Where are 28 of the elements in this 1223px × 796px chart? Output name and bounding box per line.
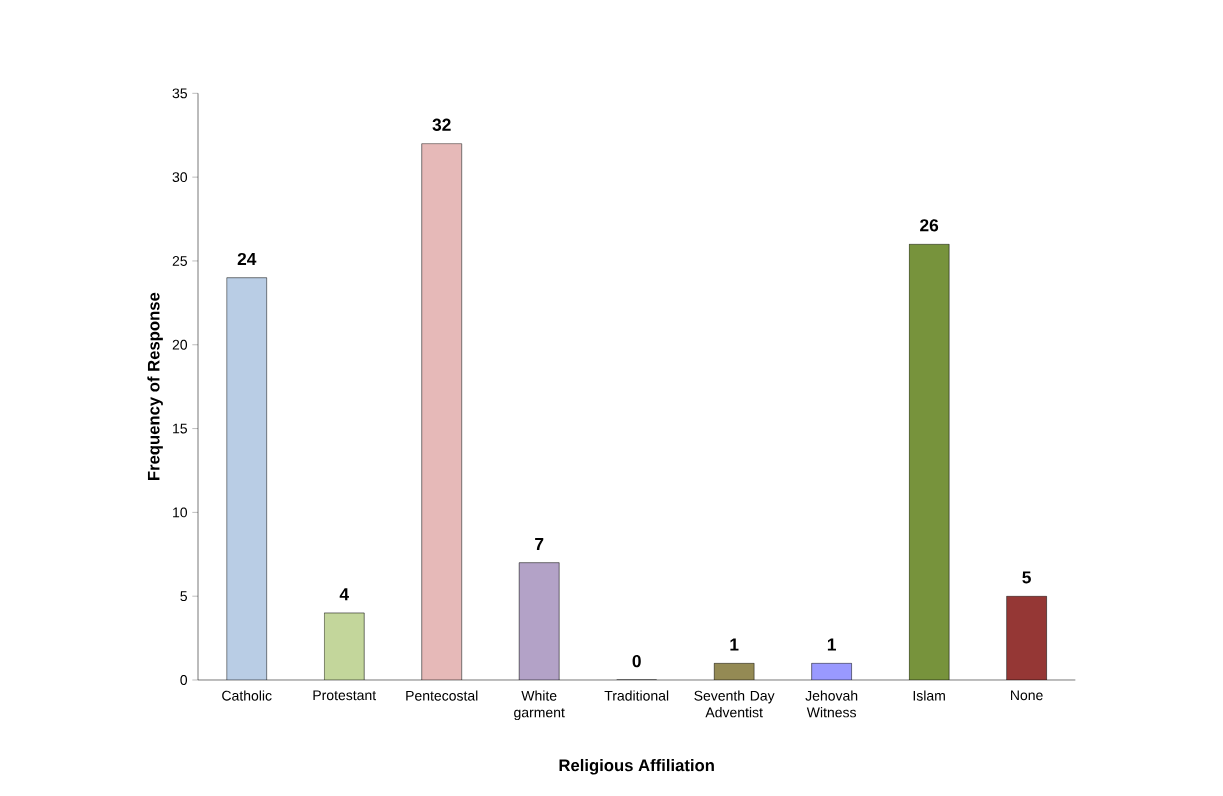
y-tick-label: 30 [172, 172, 188, 183]
x-tick-label: White garment [514, 690, 565, 721]
data-label: 1 [730, 638, 739, 651]
data-label: 32 [432, 118, 451, 131]
x-tick-label: Traditional [604, 690, 669, 701]
y-tick-label: 0 [180, 675, 188, 685]
y-tick-label: 20 [172, 339, 188, 350]
y-tick-label: 5 [180, 591, 188, 602]
x-tick-label: Seventh Day Adventist [694, 690, 775, 718]
x-tick-label: Protestant [313, 690, 377, 701]
data-label: 0 [632, 655, 641, 668]
x-tick-label: Pentecostal [406, 690, 478, 701]
data-label: 24 [237, 252, 257, 265]
data-label: 26 [920, 219, 939, 232]
x-tick-label: None [1011, 690, 1043, 701]
x-axis-title: Religious Affiliation [559, 758, 714, 775]
y-tick-label: 35 [172, 88, 188, 99]
data-label: 1 [827, 638, 836, 651]
y-tick-label: 25 [172, 256, 188, 266]
y-tick-label: 10 [173, 507, 188, 518]
data-label: 5 [1022, 571, 1031, 584]
y-axis-title: Frequency of Response [147, 292, 163, 481]
data-label: 7 [535, 538, 544, 550]
x-tick-label: Jehovah Witness [805, 690, 858, 718]
y-tick-label: 15 [173, 423, 188, 434]
x-tick-label: Catholic [222, 690, 272, 701]
data-label: 4 [339, 588, 349, 601]
x-tick-label: Islam [913, 690, 945, 701]
